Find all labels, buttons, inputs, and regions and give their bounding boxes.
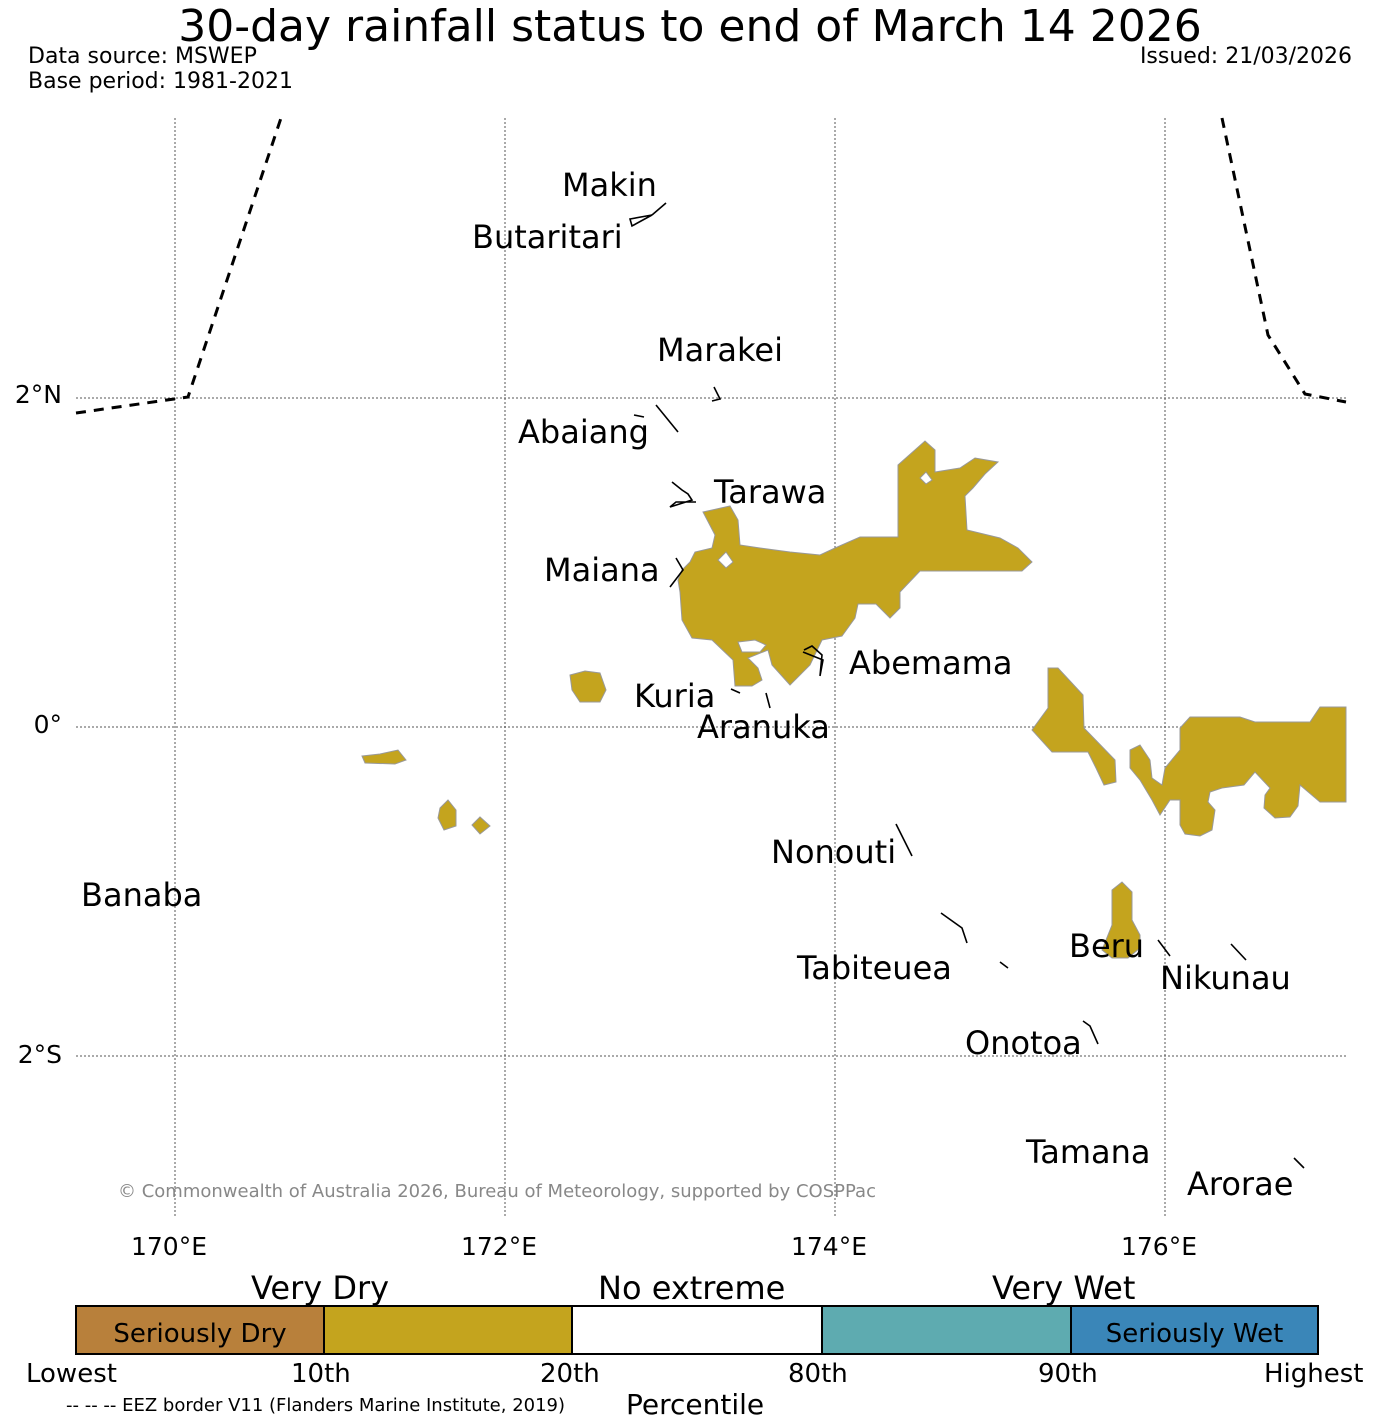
issued-date: Issued: 21/03/2026 <box>1139 44 1352 69</box>
island-label-marakei: Marakei <box>657 331 783 369</box>
island-shape-tarawa <box>669 481 696 508</box>
legend-tick-90th: 90th <box>1038 1359 1098 1389</box>
legend-label-very-dry: Very Dry <box>251 1269 390 1307</box>
copyright-notice: © Commonwealth of Australia 2026, Bureau… <box>118 1181 876 1202</box>
island-shape-nikunau <box>1230 943 1247 961</box>
island-label-butaritari: Butaritari <box>472 218 623 256</box>
eez-border-west <box>75 117 283 415</box>
island-label-banaba: Banaba <box>81 876 203 914</box>
legend-tick-80th: 80th <box>788 1359 848 1389</box>
island-shape-butaritari <box>628 214 653 228</box>
island-shape-maiana <box>669 557 684 588</box>
island-shape-makin <box>651 202 667 216</box>
island-shape-aranuka <box>765 692 771 709</box>
legend-label-no-extreme: No extreme <box>598 1269 786 1307</box>
island-shape-arorae <box>1293 1157 1305 1169</box>
legend-box-label: Seriously Dry <box>113 1319 287 1349</box>
very-dry-area-far-east <box>1129 706 1347 837</box>
island-label-tabiteuea: Tabiteuea <box>797 949 952 987</box>
very-dry-area-central <box>677 440 1033 687</box>
island-shape-nonouti <box>895 823 913 857</box>
island-shape-tabiteuea <box>940 912 968 944</box>
island-shape-abemama <box>802 645 824 677</box>
base-period: Base period: 1981-2021 <box>28 69 293 94</box>
island-label-tarawa: Tarawa <box>714 473 827 511</box>
island-shape-abaiang <box>655 404 679 433</box>
very-dry-area-beru <box>1101 881 1141 959</box>
very-dry-area-small-1 <box>361 749 407 765</box>
lon-label-174: 174°E <box>791 1232 868 1261</box>
lat-label-2s: 2°S <box>17 1040 62 1069</box>
very-dry-area-small-3 <box>471 816 491 835</box>
legend-box-very-dry <box>323 1305 573 1355</box>
island-shape-tabiteuea-s <box>999 961 1009 969</box>
island-label-onotoa: Onotoa <box>965 1024 1082 1062</box>
island-outlines <box>628 202 1305 1169</box>
island-label-nonouti: Nonouti <box>771 833 897 871</box>
island-label-tamana: Tamana <box>1026 1133 1151 1171</box>
graticule <box>76 118 1346 1218</box>
island-label-abaiang: Abaiang <box>518 413 649 451</box>
legend-label-very-wet: Very Wet <box>992 1269 1136 1307</box>
legend-tick-lowest: Lowest <box>26 1359 117 1389</box>
legend-tick-20th: 20th <box>540 1359 600 1389</box>
very-dry-area-east <box>1031 667 1117 786</box>
island-label-nikunau: Nikunau <box>1160 959 1291 997</box>
eez-border-east <box>1220 117 1347 404</box>
map-title: 30-day rainfall status to end of March 1… <box>178 1 1202 52</box>
island-label-makin: Makin <box>562 166 657 204</box>
island-shape-kuria <box>730 688 741 694</box>
lon-label-170: 170°E <box>131 1232 208 1261</box>
island-label-abemama: Abemama <box>849 644 1013 682</box>
island-label-beru: Beru <box>1069 927 1145 965</box>
very-dry-areas <box>361 440 1347 959</box>
legend-tick-10th: 10th <box>291 1359 351 1389</box>
island-label-aranuka: Aranuka <box>697 708 830 746</box>
island-shape-abaiang-2 <box>633 414 645 418</box>
legend-axis-label: Percentile <box>626 1388 765 1421</box>
island-shape-marakei <box>711 386 722 402</box>
lat-label-0: 0° <box>33 710 62 739</box>
very-dry-area-small-2 <box>437 799 457 831</box>
legend-box-seriously-dry: Seriously Dry <box>75 1305 325 1355</box>
lat-label-2n: 2°N <box>14 380 62 409</box>
very-dry-area-kuria-west <box>569 670 607 703</box>
legend-box-seriously-wet: Seriously Wet <box>1070 1305 1319 1355</box>
island-label-arorae: Arorae <box>1187 1165 1294 1203</box>
island-label-maiana: Maiana <box>544 551 660 589</box>
legend-tick-highest: Highest <box>1264 1359 1364 1389</box>
lon-label-176: 176°E <box>1121 1232 1198 1261</box>
lon-label-172: 172°E <box>461 1232 538 1261</box>
legend-box-very-wet <box>821 1305 1072 1355</box>
island-shape-beru <box>1157 939 1171 957</box>
legend-box-no-extreme <box>571 1305 823 1355</box>
island-shape-onotoa <box>1082 1020 1099 1045</box>
legend-box-label: Seriously Wet <box>1105 1319 1284 1349</box>
island-label-kuria: Kuria <box>634 677 716 715</box>
eez-border-note: -- -- -- EEZ border V11 (Flanders Marine… <box>66 1395 566 1416</box>
data-source: Data source: MSWEP <box>28 44 257 69</box>
eez-border <box>75 117 1347 415</box>
